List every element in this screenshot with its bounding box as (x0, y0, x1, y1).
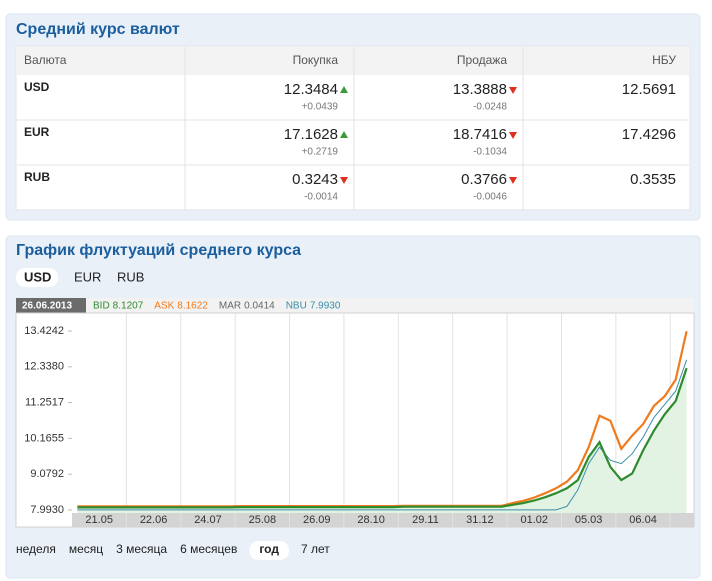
buy-change: +0.2719 (302, 147, 339, 158)
indicator-value: 8.1207 (113, 301, 144, 312)
buy-change: +0.0439 (302, 102, 339, 113)
column-header: Продажа (457, 53, 507, 67)
rates-title: Средний курс валют (16, 21, 180, 38)
period-option[interactable]: неделя (16, 542, 56, 556)
x-tick-label: 28.10 (357, 514, 385, 526)
trend-up-arrow (340, 86, 348, 93)
period-option[interactable]: 7 лет (301, 542, 330, 556)
x-tick-label: 05.03 (575, 514, 603, 526)
buy-change: -0.0014 (304, 192, 338, 203)
active-period-bg (249, 541, 289, 560)
trend-down-arrow (340, 177, 348, 184)
sell-change: -0.0248 (473, 102, 507, 113)
sell-rate: 0.3766 (461, 171, 507, 188)
period-option[interactable]: месяц (69, 542, 103, 556)
buy-rate: 0.3243 (292, 171, 338, 188)
indicator-value: 8.1622 (177, 301, 208, 312)
x-tick-label: 24.07 (194, 514, 222, 526)
indicator-name: NBU (286, 301, 307, 312)
x-tick-label: 21.05 (85, 514, 113, 526)
column-header: Валюта (24, 53, 67, 67)
y-tick-label: 11.2517 (25, 397, 64, 409)
y-tick-label: 7.9930 (30, 504, 64, 516)
sell-change: -0.0046 (473, 192, 507, 203)
column-header: Покупка (293, 53, 339, 67)
currency-code: RUB (24, 170, 50, 184)
trend-down-arrow (509, 87, 517, 94)
period-option[interactable]: 6 месяцев (180, 542, 237, 556)
y-tick-label: 10.1655 (24, 432, 64, 444)
nbu-rate: 0.3535 (630, 171, 676, 188)
bid-area (77, 368, 687, 513)
x-tick-label: 22.06 (140, 514, 168, 526)
sell-change: -0.1034 (473, 147, 507, 158)
x-tick-label: 01.02 (521, 514, 549, 526)
trend-down-arrow (509, 177, 517, 184)
chart-date: 26.06.2013 (22, 301, 72, 312)
x-tick-label: 29.11 (412, 514, 439, 526)
x-tick-label: 26.09 (303, 514, 331, 526)
indicator-name: BID (93, 301, 110, 312)
currency-code: EUR (24, 125, 50, 139)
currency-tab[interactable]: EUR (74, 269, 101, 284)
trend-up-arrow (340, 131, 348, 138)
y-tick-label: 9.0792 (30, 468, 64, 480)
date-box (16, 298, 86, 313)
currency-tab[interactable]: USD (24, 269, 51, 284)
x-axis-band (72, 513, 694, 527)
nbu-rate: 17.4296 (622, 126, 676, 143)
indicator-name: MAR (219, 301, 241, 312)
indicator-value: 7.9930 (310, 301, 341, 312)
currency-code: USD (24, 80, 50, 94)
series-line (77, 359, 688, 511)
nbu-rate: 12.5691 (622, 81, 676, 98)
x-tick-label: 31.12 (466, 514, 494, 526)
column-header: НБУ (652, 53, 676, 67)
info-bar (16, 298, 694, 313)
currency-tab[interactable]: RUB (117, 269, 144, 284)
x-tick-label: 06.04 (629, 514, 657, 526)
period-option[interactable]: год (259, 542, 279, 556)
buy-rate: 12.3484 (284, 81, 338, 98)
trend-down-arrow (509, 132, 517, 139)
x-tick-label: 25.08 (249, 514, 277, 526)
y-tick-label: 13.4242 (24, 325, 64, 337)
chart-title: График флуктуаций среднего курса (16, 242, 301, 259)
buy-rate: 17.1628 (284, 126, 338, 143)
active-tab-bg (16, 268, 58, 287)
sell-rate: 18.7416 (453, 126, 507, 143)
period-option[interactable]: 3 месяца (116, 542, 167, 556)
table-header (17, 47, 689, 75)
indicator-name: ASK (154, 301, 174, 312)
indicator-value: 0.0414 (244, 301, 275, 312)
series-line (77, 367, 688, 509)
sell-rate: 13.3888 (453, 81, 507, 98)
y-tick-label: 12.3380 (24, 361, 64, 373)
